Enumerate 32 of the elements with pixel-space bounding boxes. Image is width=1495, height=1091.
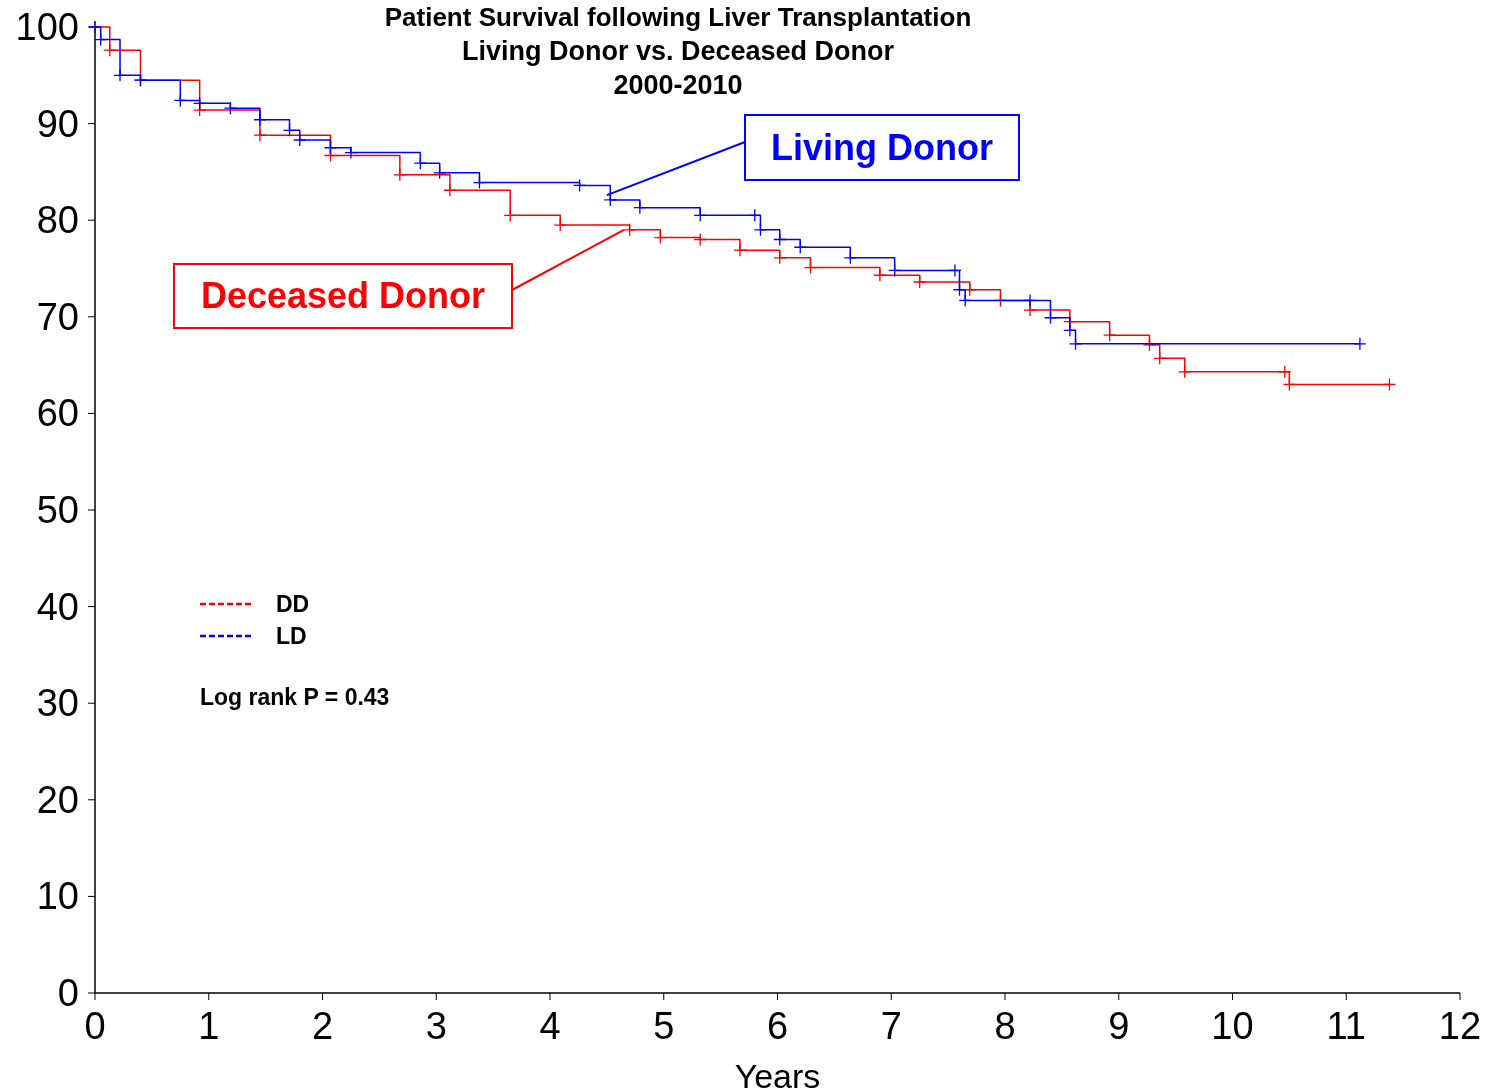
x-tick-label: 11 xyxy=(1326,1005,1366,1047)
x-tick-label: 2 xyxy=(311,1005,334,1047)
annotation: Living Donor xyxy=(771,126,993,168)
y-tick-label: 30 xyxy=(36,682,79,725)
x-tick-label: 4 xyxy=(539,1005,561,1047)
x-tick-label: 5 xyxy=(653,1005,675,1047)
y-tick-label: 0 xyxy=(57,972,79,1014)
y-tick-label: 40 xyxy=(36,585,79,628)
chart-title: Patient Survival following Liver Transplantation xyxy=(384,2,972,32)
y-tick-label: 60 xyxy=(36,392,79,435)
y-tick-label: 50 xyxy=(36,489,79,531)
x-tick-label: 8 xyxy=(994,1005,1016,1047)
y-tick-label: 90 xyxy=(36,102,79,145)
x-tick-label: 7 xyxy=(880,1005,902,1047)
text: Living Donor vs. Deceased Donor 2000-2010 xyxy=(461,36,895,100)
x-axis-title: Years xyxy=(734,1057,821,1091)
x-tick-label: 9 xyxy=(1108,1005,1130,1047)
annotation: Deceased Donor xyxy=(200,275,486,316)
x-tick-label: 0 xyxy=(84,1005,106,1047)
y-tick-label: 80 xyxy=(36,199,79,242)
x-tick-label: 1 xyxy=(198,1005,220,1047)
x-tick-label: 6 xyxy=(766,1005,789,1047)
x-tick-label: 12 xyxy=(1438,1005,1482,1047)
y-tick-label: 100 xyxy=(15,6,79,48)
x-tick-label: 10 xyxy=(1211,1005,1254,1047)
legend-label: DD xyxy=(276,591,310,617)
x-tick-label: 3 xyxy=(425,1005,447,1047)
y-tick-label: 70 xyxy=(36,295,79,338)
y-tick-label: 20 xyxy=(36,778,79,821)
y-tick-label: 10 xyxy=(36,875,79,918)
annotation: Log rank P = 0.43 xyxy=(200,684,390,710)
legend-label: LD xyxy=(276,623,307,649)
